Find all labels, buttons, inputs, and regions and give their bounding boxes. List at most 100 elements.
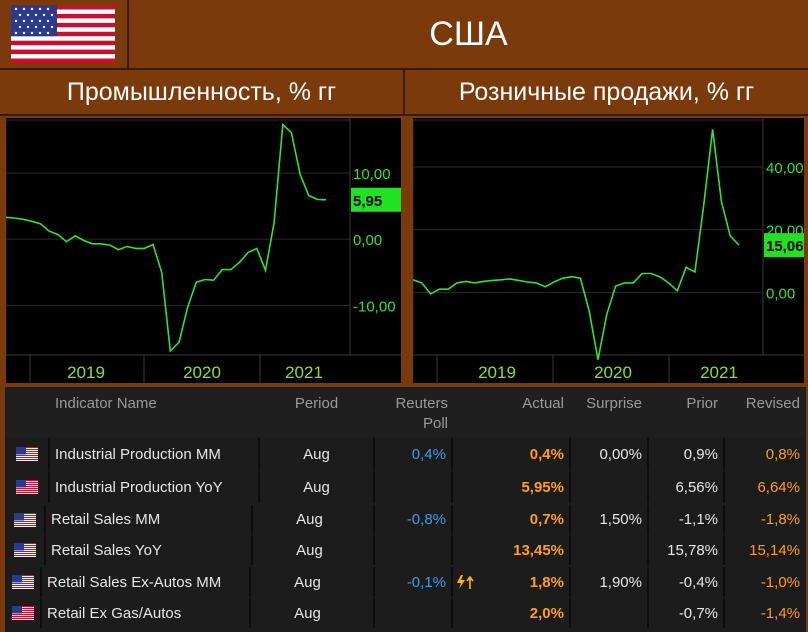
col-reuters-poll: Reuters Poll (374, 387, 452, 437)
x-tick-label: 2019 (478, 363, 516, 382)
row-period: Aug (294, 604, 321, 622)
x-tick-label: 2020 (183, 363, 221, 382)
row-indicator-name: Industrial Production MM (55, 445, 221, 463)
column-divider (451, 438, 453, 470)
table-row[interactable]: Retail Sales MM Aug -0,8% 0,7% 1,50% -1,1% -1,… (5, 505, 806, 534)
column-divider (373, 438, 375, 470)
col-revised: Revised (745, 395, 800, 412)
row-actual: 1,8% (529, 573, 564, 591)
row-revised: -1,0% (760, 573, 800, 591)
column-divider (647, 535, 649, 565)
chart-industrial-svg: 10,00 0,00 -10,00 2019 2020 2021 5,95 (6, 118, 401, 383)
row-revised: 6,64% (757, 478, 800, 496)
plot-area (6, 119, 351, 356)
subtitle-bottom-divider (0, 114, 808, 116)
row-surprise: 1,50% (599, 511, 642, 528)
y-tick-label: 0,00 (353, 232, 382, 249)
col-actual: Actual (522, 395, 564, 412)
column-divider (723, 598, 725, 628)
column-divider (569, 471, 571, 503)
row-prior: 6,56% (675, 478, 718, 496)
row-prior: -0,4% (678, 573, 718, 591)
x-tick-label: 2020 (594, 363, 632, 382)
row-surprise: 0,00% (599, 445, 642, 463)
last-value-label: 15,06 (766, 238, 804, 255)
x-tick-label: 2019 (67, 363, 105, 382)
row-actual: 5,95% (521, 478, 564, 496)
column-divider (44, 535, 46, 565)
column-divider (258, 471, 260, 503)
row-revised: 0,8% (765, 445, 800, 463)
table-row[interactable]: Industrial Production YoY Aug 5,95% 6,56% 6,… (5, 471, 806, 503)
row-flag (5, 535, 45, 565)
lightning-up-icon (455, 567, 477, 597)
row-indicator-name: Retail Sales YoY (51, 541, 162, 559)
chart-title-industry: Промышленность, % гг (66, 77, 337, 106)
indicators-table: Indicator Name Period Reuters Poll Actua… (5, 387, 806, 632)
column-divider (569, 598, 571, 628)
row-flag (5, 471, 49, 503)
column-divider (40, 598, 42, 628)
row-surprise (570, 598, 648, 628)
us-flag-icon (14, 543, 36, 557)
row-reuters-poll: -0,1% (406, 573, 446, 591)
us-flag-icon (14, 512, 36, 527)
table-row[interactable]: Industrial Production MM Aug 0,4% 0,4% 0,00%… (5, 438, 806, 470)
column-divider (723, 505, 725, 534)
column-divider (451, 505, 453, 534)
column-divider (647, 505, 649, 534)
column-divider (723, 438, 725, 470)
row-prior: 0,9% (683, 445, 718, 463)
row-surprise: 1,90% (599, 573, 642, 591)
table-row[interactable]: Retail Ex Gas/Autos Aug 2,0% -0,7% -1,4% (5, 598, 806, 628)
y-tick-label: 10,00 (353, 166, 391, 183)
row-period: Aug (303, 478, 330, 496)
last-value-tag (764, 233, 804, 258)
table-row[interactable]: Retail Sales Ex-Autos MM Aug -0,1% 1,8% 1,90… (5, 567, 806, 597)
row-reuters-poll: -0,8% (406, 511, 446, 528)
column-divider (451, 567, 453, 597)
column-divider (647, 438, 649, 470)
x-tick-label: 2021 (700, 363, 738, 382)
column-divider (723, 567, 725, 597)
page-title: США (429, 14, 508, 53)
column-divider (44, 505, 46, 534)
column-divider (373, 505, 375, 534)
row-period: Aug (296, 541, 323, 559)
row-actual: 13,45% (513, 541, 564, 559)
column-divider (569, 505, 571, 534)
row-flag (5, 567, 41, 597)
column-divider (569, 567, 571, 597)
y-tick-label: -10,00 (353, 298, 396, 315)
row-indicator-name: Retail Sales Ex-Autos MM (47, 573, 222, 591)
row-reuters-poll (374, 598, 452, 628)
us-flag-icon (12, 575, 34, 589)
row-actual: 0,4% (529, 445, 564, 463)
col-reuters-poll-line1: Reuters (395, 395, 448, 412)
column-divider (723, 471, 725, 503)
row-reuters-poll: 0,4% (411, 445, 446, 463)
row-prior: 15,78% (667, 541, 718, 559)
table-row[interactable]: Retail Sales YoY Aug 13,45% 15,78% 15,14% (5, 535, 806, 565)
col-period: Period (294, 395, 339, 412)
column-divider (251, 505, 253, 534)
column-divider (723, 535, 725, 565)
column-divider (647, 567, 649, 597)
us-flag-icon (16, 480, 38, 494)
column-divider (569, 438, 571, 470)
y-tick-label: 0,00 (766, 285, 795, 302)
column-divider (48, 438, 50, 470)
row-surprise (570, 535, 648, 565)
row-revised: -1,8% (760, 511, 800, 528)
row-reuters-poll (374, 535, 452, 565)
column-divider (451, 471, 453, 503)
column-divider (647, 598, 649, 628)
column-divider (373, 471, 375, 503)
row-indicator-name: Retail Ex Gas/Autos (47, 604, 182, 622)
column-divider (373, 535, 375, 565)
row-revised: 15,14% (749, 541, 800, 559)
row-actual: 0,7% (529, 511, 564, 528)
header-flag-box (0, 0, 129, 68)
column-divider (40, 567, 42, 597)
